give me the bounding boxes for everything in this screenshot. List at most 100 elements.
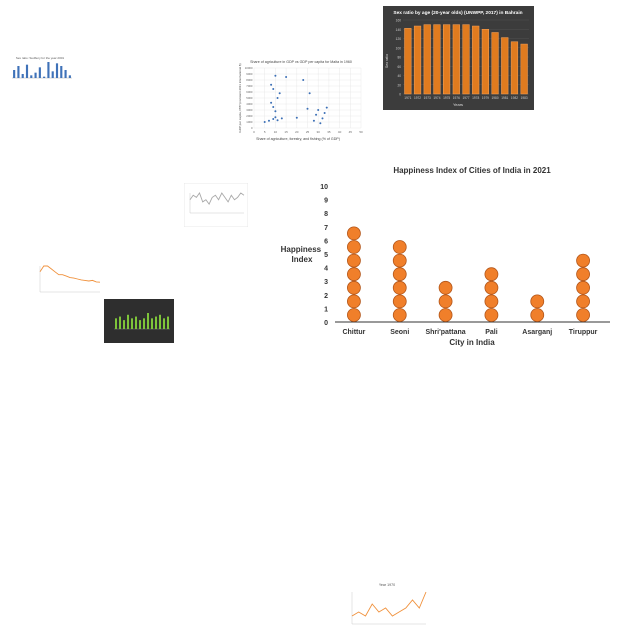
dark-bar (404, 28, 412, 95)
scatter-x-tick: 20 (295, 130, 299, 134)
happiness-dot (347, 308, 361, 322)
main-y-axis-label: Happiness Index (281, 245, 324, 264)
dark-bar-y-tick: 20 (397, 83, 401, 87)
blue-bar (17, 66, 20, 78)
scatter-point (272, 106, 275, 108)
scatter-point (276, 97, 279, 99)
main-x-tick-label: Tiruppur (569, 329, 598, 336)
happiness-dot-svg: Happiness Index of Cities of India in 20… (281, 166, 610, 347)
main-y-tick-label: 6 (324, 238, 328, 245)
thumb-dark-green-bar-chart (104, 299, 174, 343)
dark-bar-x-tick: 1977 (462, 96, 469, 100)
main-x-tick-label: Seoni (390, 329, 409, 336)
green-bar (151, 318, 153, 329)
main-y-axis-label-word: Happiness (281, 245, 322, 254)
happiness-dot (484, 267, 499, 282)
scatter-x-tick: 5 (264, 130, 266, 134)
scatter-point (280, 117, 283, 120)
green-bar (143, 318, 145, 329)
dark-bar-y-tick: 80 (397, 56, 401, 60)
blue-bar (47, 62, 50, 78)
happiness-dot (347, 267, 361, 282)
happiness-dot (347, 294, 361, 309)
scatter-y-tick: 0 (251, 126, 253, 130)
blue-bar (38, 67, 41, 78)
dark-bar (510, 41, 519, 95)
happiness-dot (438, 308, 453, 322)
scatter-y-tick: 8000 (246, 78, 253, 82)
scatter-y-label: GDP per capita, PPP (constant 2011 inter… (238, 63, 242, 132)
dark-bar-svg: Sex ratio by age (20-year olds) (UNWPP, … (383, 6, 534, 110)
scatter-x-tick: 30 (317, 130, 321, 134)
main-x-tick-label: Pali (485, 329, 498, 336)
scatter-y-tick: 7000 (246, 84, 253, 88)
grey-line-svg (184, 183, 248, 227)
scatter-x-tick: 0 (253, 130, 255, 134)
happiness-dot (484, 294, 499, 309)
dark-bar-y-tick: 120 (396, 37, 402, 41)
grey-line (189, 192, 245, 205)
main-y-tick-label: 8 (324, 211, 328, 218)
happiness-dot (530, 308, 545, 322)
scatter-y-tick: 3000 (246, 108, 253, 112)
scatter-point (274, 116, 277, 119)
scatter-point (315, 113, 318, 116)
dark-bar (481, 29, 489, 95)
main-x-tick-label: Chittur (342, 329, 365, 336)
dark-bar (501, 37, 509, 95)
scatter-point (323, 112, 326, 114)
happiness-dot (576, 267, 590, 282)
dark-bar-title: Sex ratio by age (20-year olds) (UNWPP, … (393, 10, 522, 16)
blue-bar (68, 75, 71, 78)
scatter-x-tick: 15 (284, 130, 288, 134)
happiness-dot (347, 280, 361, 295)
green-bar (167, 316, 169, 329)
dark-bar-x-tick: 1979 (482, 96, 489, 100)
scatter-svg: Share of agriculture in GDP vs GDP per c… (238, 60, 363, 141)
scatter-y-tick: 5000 (246, 96, 253, 100)
blue-bar (55, 63, 59, 78)
dark-bar-x-tick: 1973 (424, 96, 431, 100)
grey-line-frame (184, 183, 248, 227)
happiness-dot (484, 280, 499, 295)
dark-bar-x-tick: 1976 (453, 96, 460, 100)
scatter-y-tick: 6000 (246, 90, 253, 94)
scatter-point (308, 92, 311, 95)
scatter-point (306, 107, 309, 110)
dark-bar-x-tick: 1972 (414, 96, 421, 100)
dark-bar-x-tick: 1980 (492, 96, 499, 100)
happiness-dot (530, 294, 545, 309)
thumb-blue-title: Sex ratio: Sudbury for the year 2001 (16, 56, 65, 60)
dark-bar-x-tick: 1974 (433, 96, 440, 100)
dark-bar-x-tick: 1978 (472, 96, 479, 100)
main-y-tick-label: 2 (324, 293, 328, 300)
scatter-y-tick: 2000 (246, 114, 253, 118)
main-y-tick-label: 0 (324, 320, 328, 327)
happiness-dot (392, 294, 407, 309)
scatter-point (302, 79, 305, 81)
dark-bar (452, 24, 460, 95)
happiness-dot (347, 240, 361, 254)
scatter-point (317, 109, 320, 111)
happiness-dot (392, 280, 407, 295)
dark-bar-x-label: Years (453, 102, 463, 107)
green-bar (135, 316, 137, 329)
main-x-tick-label: Shri'pattana (425, 329, 465, 336)
blue-bar (21, 74, 24, 78)
main-chart-title: Happiness Index of Cities of India in 20… (393, 166, 551, 175)
scatter-point (274, 110, 277, 113)
dark-bar-x-tick: 1971 (404, 96, 411, 100)
thumb-dark-bar-chart: Sex ratio by age (20-year olds) (UNWPP, … (383, 6, 534, 110)
happiness-dot (392, 253, 407, 268)
thumb-grey-line-chart (184, 183, 248, 227)
scatter-y-tick: 10000 (245, 66, 253, 70)
dark-bar-x-tick: 1982 (511, 96, 518, 100)
scatter-x-label: Share of agriculture, forestry, and fish… (256, 137, 340, 141)
scatter-x-tick: 40 (338, 130, 342, 134)
dark-bar-y-tick: 160 (396, 19, 402, 23)
orange-line-svg (39, 265, 101, 293)
blue-bar (13, 70, 16, 78)
scatter-y-tick: 9000 (246, 72, 253, 76)
blue-bar (30, 75, 33, 78)
scatter-point (312, 119, 315, 122)
